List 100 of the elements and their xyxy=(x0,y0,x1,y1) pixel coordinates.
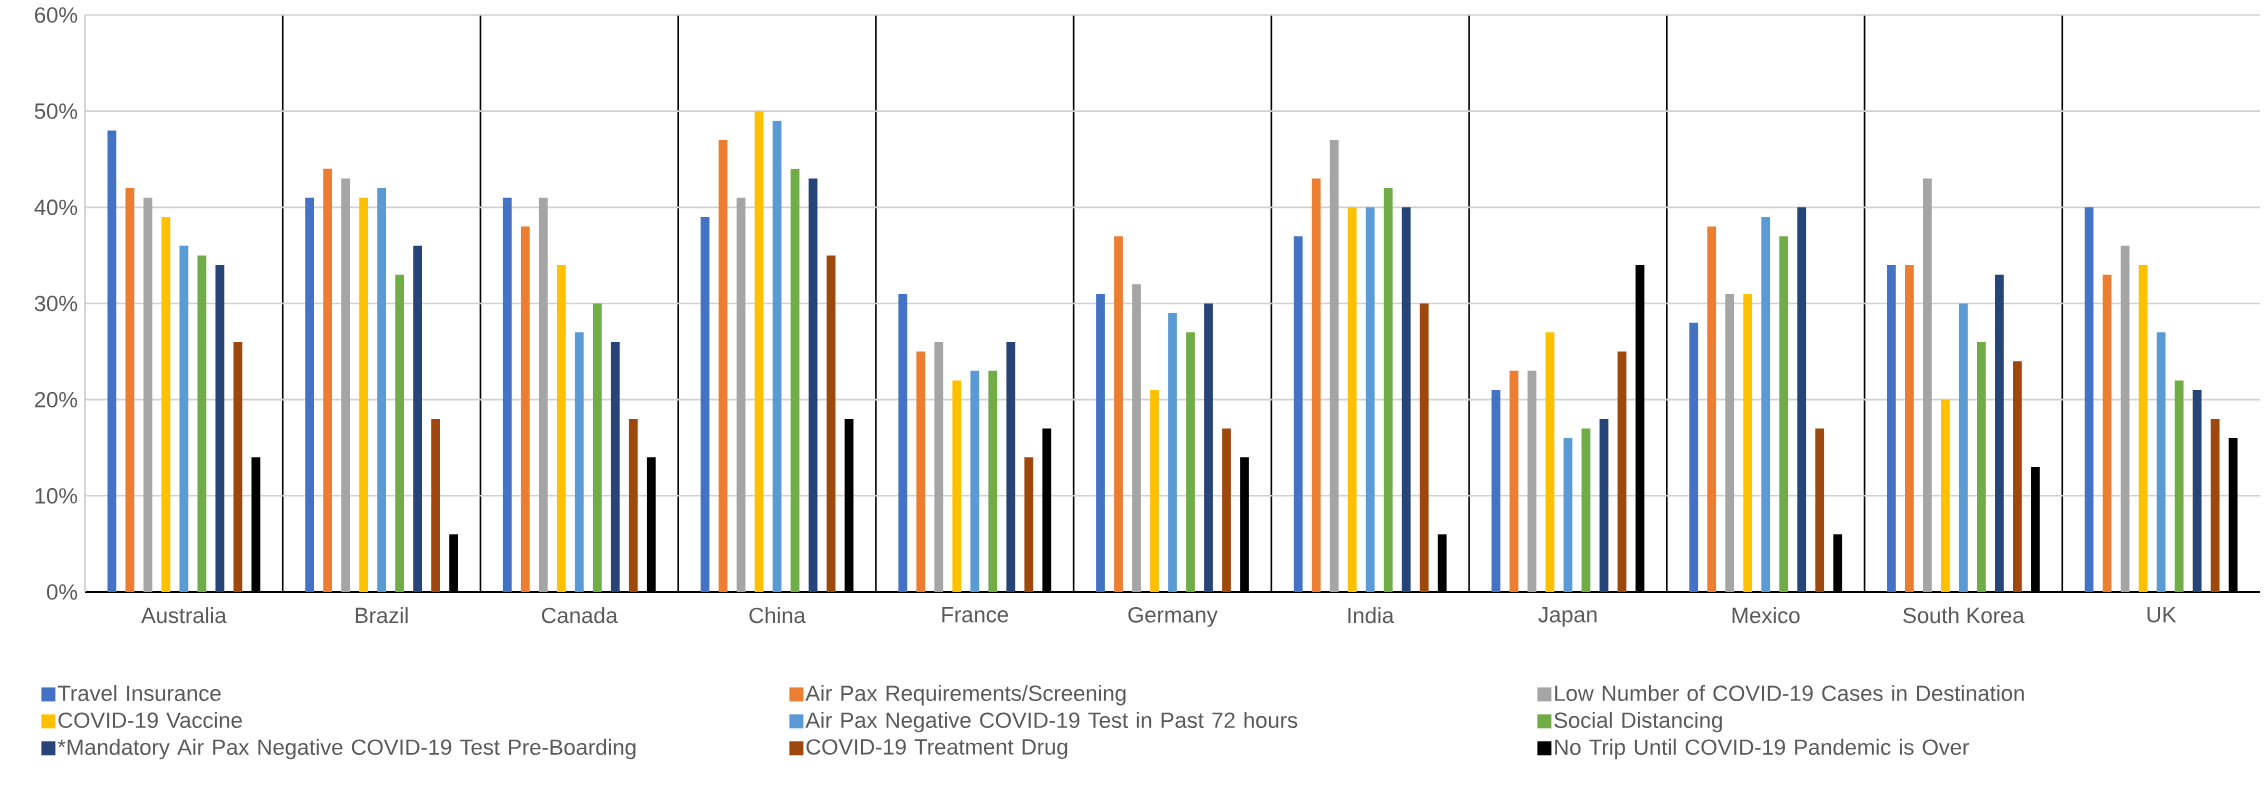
x-tick-label: China xyxy=(749,607,806,624)
bar xyxy=(898,293,908,592)
bar xyxy=(808,178,818,592)
bar xyxy=(1941,399,1950,592)
bar xyxy=(502,197,512,592)
y-tick-label: 0% xyxy=(46,584,78,600)
bar xyxy=(1329,140,1339,592)
bar xyxy=(1132,284,1141,592)
bar xyxy=(1222,428,1231,592)
bar xyxy=(341,178,350,592)
bar xyxy=(1923,178,1932,592)
bar xyxy=(1527,370,1537,592)
bar xyxy=(1150,390,1159,592)
bar xyxy=(2013,361,2022,592)
bar xyxy=(1761,216,1771,592)
bar xyxy=(1725,293,1735,592)
bar xyxy=(215,265,225,592)
bar xyxy=(431,418,440,592)
y-tick-label: 30% xyxy=(34,295,78,312)
bar xyxy=(736,197,746,592)
bar xyxy=(826,255,836,592)
bar xyxy=(197,255,207,592)
y-tick-label: 50% xyxy=(34,103,78,119)
bar xyxy=(1563,438,1573,592)
bar xyxy=(1293,236,1303,592)
bar xyxy=(1779,236,1789,592)
bar xyxy=(2084,207,2094,592)
bar xyxy=(1743,293,1753,592)
bar xyxy=(1959,303,1968,592)
bar xyxy=(1491,390,1501,592)
x-tick-label: UK xyxy=(2147,607,2177,623)
bar xyxy=(107,130,117,592)
bar xyxy=(233,341,243,592)
bar xyxy=(916,351,926,592)
bar xyxy=(125,188,135,592)
legend-label: Air Pax Negative COVID-19 Test in Past 72 hours xyxy=(805,711,1298,733)
bar xyxy=(305,197,314,592)
bar xyxy=(1815,428,1825,592)
bar xyxy=(2156,332,2166,592)
y-tick-label: 10% xyxy=(35,488,78,504)
x-tick-label: South Korea xyxy=(1903,607,2025,624)
y-tick-label: 20% xyxy=(35,391,78,408)
bar xyxy=(700,216,710,592)
bar xyxy=(1599,418,1609,592)
bar xyxy=(1186,332,1195,592)
x-tick-label: Australia xyxy=(141,607,227,624)
bar xyxy=(610,341,620,592)
bar xyxy=(323,168,332,592)
x-tick-label: India xyxy=(1348,607,1395,624)
bar xyxy=(1383,188,1393,592)
bar xyxy=(2210,418,2220,592)
bar xyxy=(359,197,368,592)
bar xyxy=(413,245,422,592)
bar xyxy=(772,120,782,592)
bar xyxy=(1905,265,1914,592)
bar xyxy=(1114,236,1123,592)
legend-label: Travel Insurance xyxy=(57,684,221,702)
bar xyxy=(1419,303,1429,592)
bar xyxy=(1006,341,1016,592)
bar xyxy=(790,168,800,592)
bar xyxy=(538,197,548,592)
bar xyxy=(1347,207,1357,592)
bar xyxy=(1545,332,1555,592)
bar xyxy=(1401,207,1411,592)
bar xyxy=(556,265,566,592)
bar xyxy=(988,370,998,592)
bar xyxy=(377,188,386,592)
bar xyxy=(1204,303,1213,592)
bar xyxy=(2120,245,2130,592)
bar xyxy=(161,216,171,592)
legend-label: COVID-19 Treatment Drug xyxy=(806,739,1068,760)
x-tick-label: Japan xyxy=(1538,607,1597,627)
bar xyxy=(1024,457,1034,592)
bar xyxy=(1365,207,1375,592)
bar xyxy=(718,140,728,592)
bar xyxy=(1617,351,1627,592)
bar xyxy=(970,370,980,592)
legend-label: COVID-19 Vaccine xyxy=(58,711,242,729)
y-tick-label: 60% xyxy=(35,7,78,23)
bar xyxy=(934,341,944,592)
bar xyxy=(952,380,962,592)
bar xyxy=(1581,428,1591,592)
bar xyxy=(628,418,638,592)
bar xyxy=(1977,341,1986,592)
bar xyxy=(179,245,189,592)
x-tick-label: Germany xyxy=(1128,607,1218,627)
bar xyxy=(574,332,584,592)
bar xyxy=(2102,274,2112,592)
bar xyxy=(1509,370,1519,592)
bar xyxy=(1995,274,2004,592)
y-tick-label: 40% xyxy=(34,199,78,216)
bar xyxy=(1689,322,1699,592)
bar xyxy=(143,197,153,592)
bar xyxy=(2192,390,2202,592)
x-tick-label: France xyxy=(942,607,1009,623)
bar xyxy=(1887,265,1896,592)
bar xyxy=(395,274,404,592)
bar xyxy=(1707,226,1717,592)
x-tick-label: Brazil xyxy=(355,607,408,624)
bar xyxy=(754,111,764,592)
